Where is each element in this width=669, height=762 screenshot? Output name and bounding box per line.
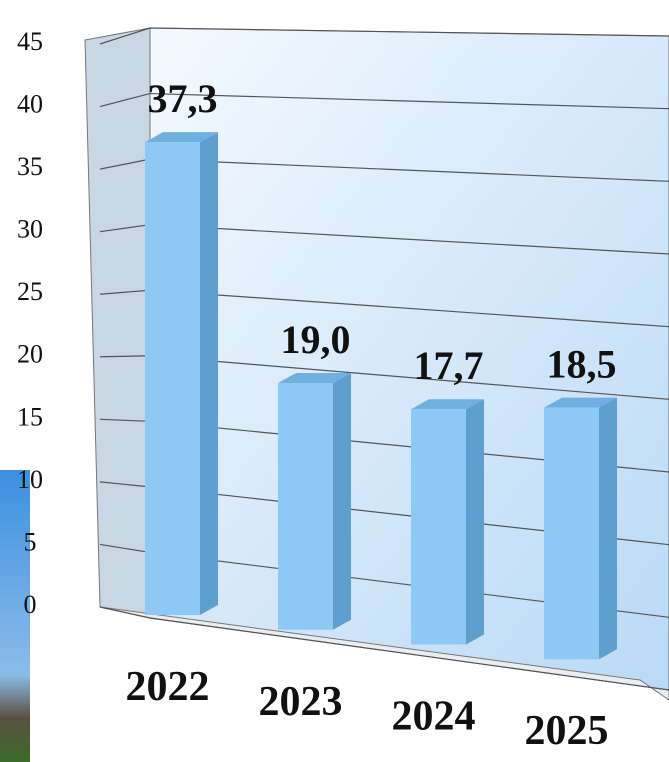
value-label: 37,3 (148, 76, 218, 121)
bar-top (278, 373, 351, 384)
y-tick-label: 5 (24, 527, 37, 556)
value-label: 18,5 (547, 342, 617, 387)
bar (544, 407, 599, 660)
grid-line-side (99, 418, 151, 422)
bar-top (544, 397, 617, 408)
bar (145, 142, 200, 616)
x-tick-label: 2024 (392, 693, 476, 739)
background-photo (0, 470, 30, 762)
y-tick-label: 30 (17, 215, 43, 244)
bar-side (200, 132, 218, 616)
side-wall (84, 27, 151, 619)
grid-line (149, 158, 669, 182)
grid-line-side (99, 158, 151, 170)
value-label: 17,7 (414, 343, 484, 388)
grid-line (149, 355, 669, 400)
x-tick-label: 2022 (126, 664, 210, 710)
y-tick-label: 40 (17, 90, 43, 119)
y-tick-label: 35 (17, 152, 43, 181)
bar-side (333, 373, 351, 630)
x-tick-label: 2023 (259, 679, 343, 725)
grid-line (149, 224, 669, 255)
y-tick-label: 25 (17, 277, 43, 306)
value-label: 19,0 (281, 317, 351, 362)
grid-line (149, 27, 669, 37)
grid-line (149, 617, 669, 691)
grid-line-side (99, 481, 151, 488)
y-tick-label: 0 (24, 590, 37, 619)
grid-line-side (99, 543, 151, 554)
grid-line-side (99, 92, 151, 108)
bar (278, 383, 333, 630)
grid-line-side (99, 224, 151, 233)
y-tick-label: 10 (17, 465, 43, 494)
grid-line-side (99, 27, 151, 45)
y-tick-label: 15 (17, 402, 43, 431)
bar-top (145, 132, 218, 143)
bar-side (599, 397, 617, 660)
bar-top (411, 399, 484, 410)
x-tick-label: 2025 (525, 708, 609, 754)
y-tick-label: 20 (17, 340, 43, 369)
grid-line (149, 289, 669, 328)
grid-line-side (99, 355, 151, 358)
grid-line (149, 92, 669, 110)
grid-line-side (99, 606, 151, 619)
bar (411, 409, 466, 645)
plot: 05101520253035404537,3202219,0202317,720… (17, 27, 669, 754)
bar-side (466, 399, 484, 645)
y-tick-label: 45 (17, 27, 43, 56)
grid-line-side (99, 289, 151, 295)
